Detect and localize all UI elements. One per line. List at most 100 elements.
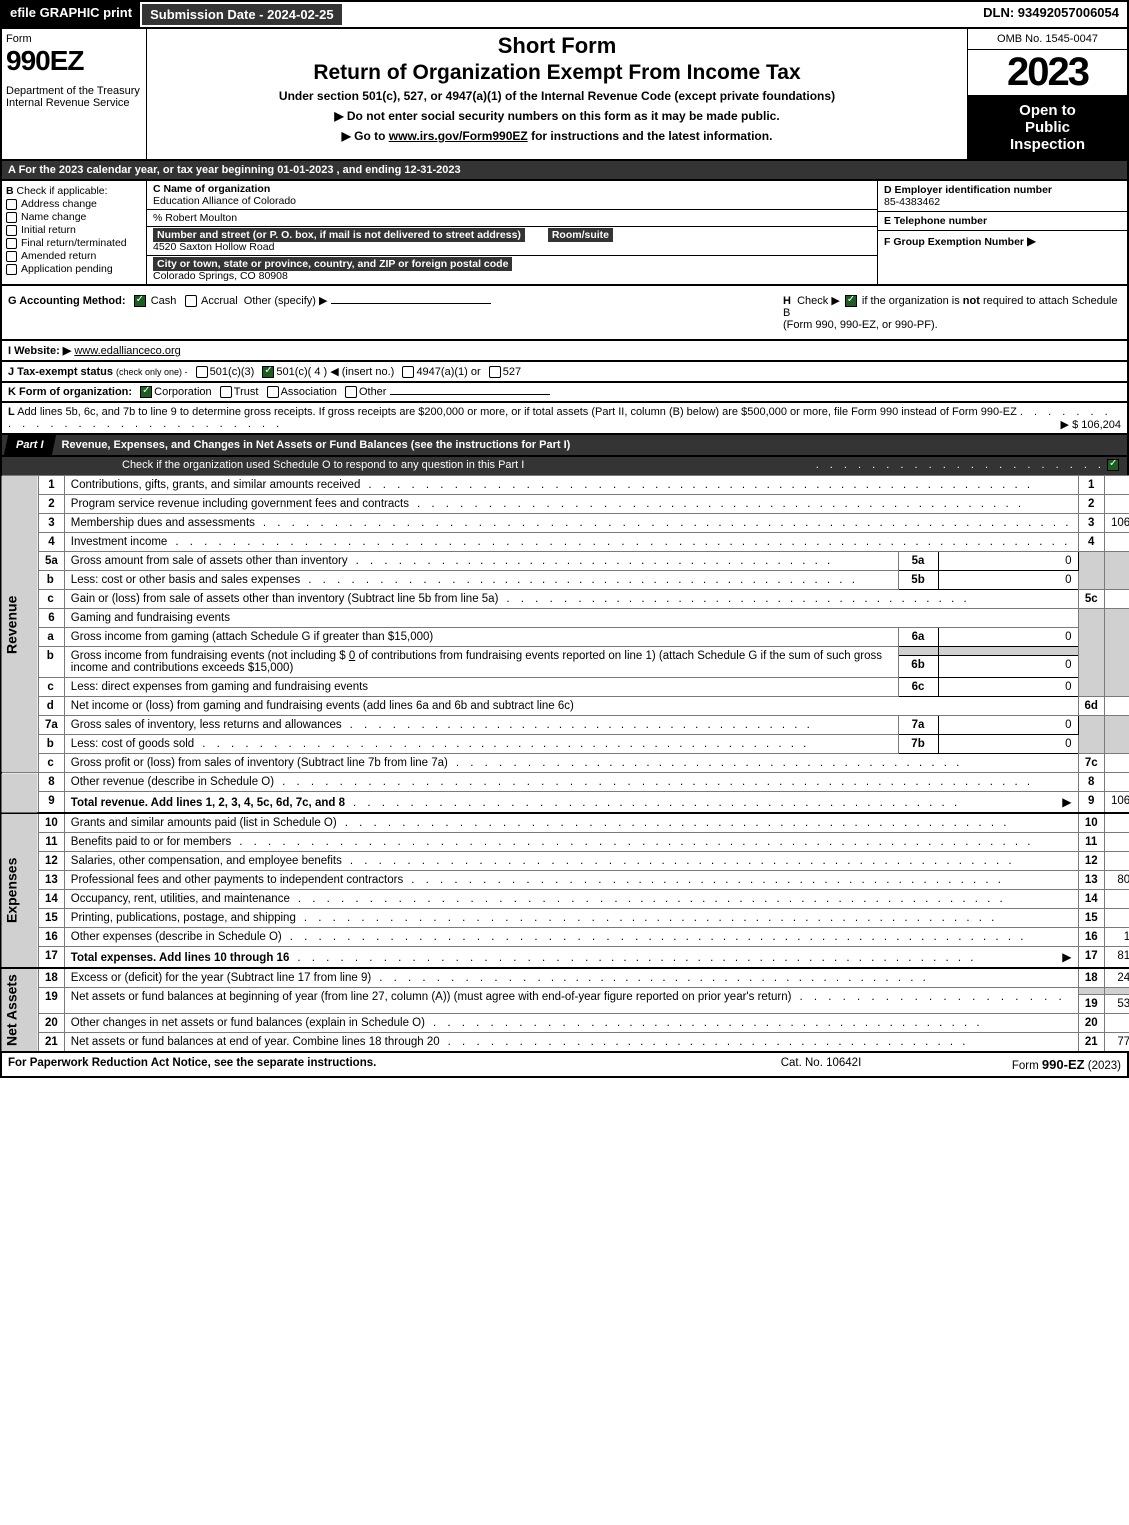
desc: Net assets or fund balances at beginning… [64, 988, 1078, 1014]
chk-other-org[interactable] [345, 386, 357, 398]
desc: Total expenses. Add lines 10 through 16.… [64, 947, 1078, 969]
line-19: 19 Net assets or fund balances at beginn… [1, 988, 1129, 995]
line-20: 20 Other changes in net assets or fund b… [1, 1014, 1129, 1033]
line-6a: a Gross income from gaming (attach Sched… [1, 628, 1129, 647]
l-label: L [8, 406, 15, 418]
footer-form-no: 990-EZ [1042, 1057, 1085, 1072]
f-label: F Group Exemption Number [884, 236, 1024, 248]
lineno: 14 [39, 890, 65, 909]
checkbox-icon [6, 251, 17, 262]
chk-association[interactable] [267, 386, 279, 398]
chk-501c[interactable] [262, 366, 274, 378]
chk-initial-return[interactable]: Initial return [6, 224, 142, 236]
shaded-cell [1104, 716, 1129, 754]
dots: . . . . . . . . . . . . . . . [403, 874, 1071, 886]
rightval: 0 [1104, 590, 1129, 609]
desc-text: Gross amount from sale of assets other t… [71, 555, 348, 567]
rightno: 4 [1078, 533, 1104, 552]
dots: . . . . . . . . . . . . . . . . . . . . … [296, 912, 1072, 924]
efile-print-label[interactable]: efile GRAPHIC print [2, 2, 140, 27]
desc-text: Excess or (deficit) for the year (Subtra… [71, 972, 371, 984]
chk-corporation[interactable] [140, 386, 152, 398]
line-21: 21 Net assets or fund balances at end of… [1, 1033, 1129, 1053]
rightno: 10 [1078, 813, 1104, 833]
dots: . . . . . . . . . . . . [425, 1017, 1072, 1029]
desc: Less: cost or other basis and sales expe… [64, 571, 898, 590]
section-j: J Tax-exempt status (check only one) - 5… [0, 362, 1129, 383]
form-title-2: Return of Organization Exempt From Incom… [151, 61, 963, 85]
dots: . . . . . . . . . . . . . . . . . . . . … [290, 893, 1072, 905]
desc-text: Gross profit or (loss) from sales of inv… [71, 757, 448, 769]
desc: Other revenue (describe in Schedule O). … [64, 773, 1078, 792]
checkbox-icon [6, 225, 17, 236]
chk-name-change[interactable]: Name change [6, 211, 142, 223]
website-url[interactable]: www.edallianceco.org [74, 345, 180, 357]
header-center: Short Form Return of Organization Exempt… [147, 29, 967, 159]
subno: 6a [898, 628, 938, 647]
part-1-tab: Part I [4, 435, 56, 455]
shaded-cell [1078, 988, 1104, 995]
irs-link[interactable]: www.irs.gov/Form990EZ [389, 129, 528, 143]
rightno: 21 [1078, 1033, 1104, 1053]
k-o3: Association [281, 386, 337, 398]
shaded-cell [1078, 716, 1104, 754]
other-input[interactable] [331, 303, 491, 304]
row-gh: G Accounting Method: Cash Accrual Other … [0, 286, 1129, 341]
revenue-side-label: Revenue [1, 476, 39, 773]
chk-address-change[interactable]: Address change [6, 198, 142, 210]
chk-label: Final return/terminated [21, 237, 127, 249]
section-e: E Telephone number [878, 212, 1127, 231]
line-18: Net Assets 18 Excess or (deficit) for th… [1, 968, 1129, 988]
rightno: 2 [1078, 495, 1104, 514]
lineno: d [39, 697, 65, 716]
desc: Gross sales of inventory, less returns a… [64, 716, 898, 735]
lineno: a [39, 628, 65, 647]
row-a-tax-year: A For the 2023 calendar year, or tax yea… [0, 161, 1129, 181]
line-7a: 7a Gross sales of inventory, less return… [1, 716, 1129, 735]
desc-text: Less: cost of goods sold [71, 738, 194, 750]
side-spacer [1, 773, 39, 814]
chk-schedule-o[interactable] [1107, 459, 1119, 471]
chk-final-return[interactable]: Final return/terminated [6, 237, 142, 249]
checkbox-icon [6, 238, 17, 249]
chk-trust[interactable] [220, 386, 232, 398]
subval: 0 [938, 628, 1078, 647]
desc: Gross income from fundraising events (no… [64, 647, 898, 678]
rightno: 12 [1078, 852, 1104, 871]
dots: . . . . . . . . . . . . . . . . [194, 738, 891, 750]
desc: Excess or (deficit) for the year (Subtra… [64, 968, 1078, 988]
chk-cash[interactable] [134, 295, 146, 307]
rightval [1104, 773, 1129, 792]
top-bar: efile GRAPHIC print Submission Date - 20… [0, 0, 1129, 29]
chk-schedule-b[interactable] [845, 295, 857, 307]
desc-text: Net assets or fund balances at end of ye… [71, 1036, 440, 1048]
chk-501c3[interactable] [196, 366, 208, 378]
chk-527[interactable] [489, 366, 501, 378]
room-label: Room/suite [548, 228, 613, 242]
chk-application-pending[interactable]: Application pending [6, 263, 142, 275]
section-b-checkif: Check if applicable: [17, 185, 108, 197]
section-h: H Check ▶ if the organization is not req… [777, 286, 1127, 339]
dots: . . . . . . . . . . . . . . . . . . . . … [167, 536, 1071, 548]
chk-amended-return[interactable]: Amended return [6, 250, 142, 262]
rightval [1104, 813, 1129, 833]
cash-label: Cash [151, 295, 177, 307]
desc: Gross amount from sale of assets other t… [64, 552, 898, 571]
line-6d: d Net income or (loss) from gaming and f… [1, 697, 1129, 716]
form-subtitle: Under section 501(c), 527, or 4947(a)(1)… [151, 89, 963, 103]
desc-text: Other expenses (describe in Schedule O) [71, 931, 282, 943]
h-text5: (Form 990, 990-EZ, or 990-PF). [783, 319, 938, 331]
section-b: B Check if applicable: Address change Na… [2, 181, 147, 284]
topbar-spacer [344, 2, 976, 27]
lineno: 2 [39, 495, 65, 514]
netassets-side-label: Net Assets [1, 968, 39, 1052]
chk-4947[interactable] [402, 366, 414, 378]
line-5c: c Gain or (loss) from sale of assets oth… [1, 590, 1129, 609]
other-org-input[interactable] [390, 394, 550, 395]
rightval [1104, 1014, 1129, 1033]
chk-accrual[interactable] [185, 295, 197, 307]
ein: 85-4383462 [884, 196, 940, 208]
lineno: 13 [39, 871, 65, 890]
line-14: 14 Occupancy, rent, utilities, and maint… [1, 890, 1129, 909]
shaded-cell [1078, 609, 1104, 697]
